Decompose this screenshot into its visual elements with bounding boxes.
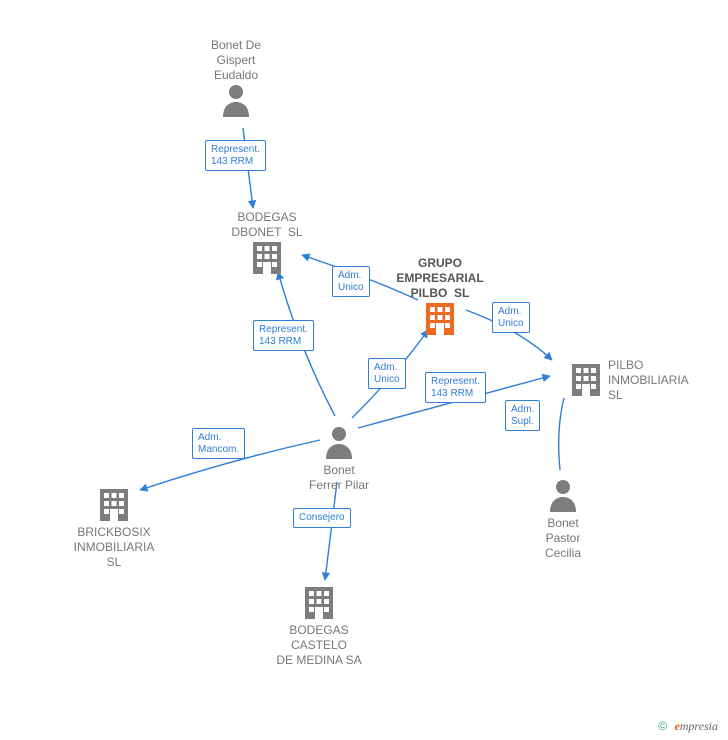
building-icon — [251, 240, 283, 278]
building-icon — [570, 362, 602, 400]
node-bonet_gispert[interactable]: Bonet De Gispert Eudaldo — [186, 38, 286, 121]
node-grupo_pilbo[interactable]: GRUPO EMPRESARIAL PILBO SL — [390, 256, 490, 339]
edge-label-e7: Adm. Supl. — [505, 400, 540, 431]
edge-label-e8: Adm. Mancom. — [192, 428, 245, 459]
node-label: BODEGAS DBONET SL — [217, 210, 317, 240]
brand-rest: mpresia — [680, 719, 718, 733]
node-label: PILBO INMOBILIARIA SL — [608, 358, 689, 403]
node-bodegas_dbonet[interactable]: BODEGAS DBONET SL — [217, 210, 317, 278]
edge-e9 — [325, 482, 337, 580]
person-icon — [221, 83, 251, 121]
building-icon — [424, 301, 456, 339]
building-icon — [98, 487, 130, 525]
edge-label-e5: Adm. Unico — [492, 302, 530, 333]
person-icon — [548, 478, 578, 516]
edge-label-e2: Adm. Unico — [332, 266, 370, 297]
building-icon — [303, 585, 335, 623]
node-bodegas_castelo[interactable]: BODEGAS CASTELO DE MEDINA SA — [264, 585, 374, 668]
diagram-canvas: Bonet De Gispert Eudaldo BODEGAS DBONET … — [0, 0, 728, 740]
node-label: GRUPO EMPRESARIAL PILBO SL — [390, 256, 490, 301]
node-label: BODEGAS CASTELO DE MEDINA SA — [264, 623, 374, 668]
node-brickbosix[interactable]: BRICKBOSIX INMOBILIARIA SL — [59, 487, 169, 570]
node-label: Bonet Ferrer Pilar — [284, 463, 394, 493]
watermark: © empresia — [658, 719, 718, 734]
edge-label-e9: Consejero — [293, 508, 351, 528]
node-bonet_ferrer[interactable]: Bonet Ferrer Pilar — [284, 425, 394, 493]
edge-label-e1: Represent. 143 RRM — [205, 140, 266, 171]
edge-label-e6: Represent. 143 RRM — [425, 372, 486, 403]
node-label: Bonet De Gispert Eudaldo — [186, 38, 286, 83]
node-pilbo_inmob[interactable]: PILBO INMOBILIARIA SL — [570, 358, 689, 403]
node-label: Bonet Pastor Cecilia — [508, 516, 618, 561]
edge-label-e4: Adm. Unico — [368, 358, 406, 389]
edge-label-e3: Represent. 143 RRM — [253, 320, 314, 351]
person-icon — [324, 425, 354, 463]
node-bonet_pastor[interactable]: Bonet Pastor Cecilia — [508, 478, 618, 561]
edge-e7 — [559, 398, 564, 470]
node-label: BRICKBOSIX INMOBILIARIA SL — [59, 525, 169, 570]
copyright-symbol: © — [658, 719, 667, 733]
